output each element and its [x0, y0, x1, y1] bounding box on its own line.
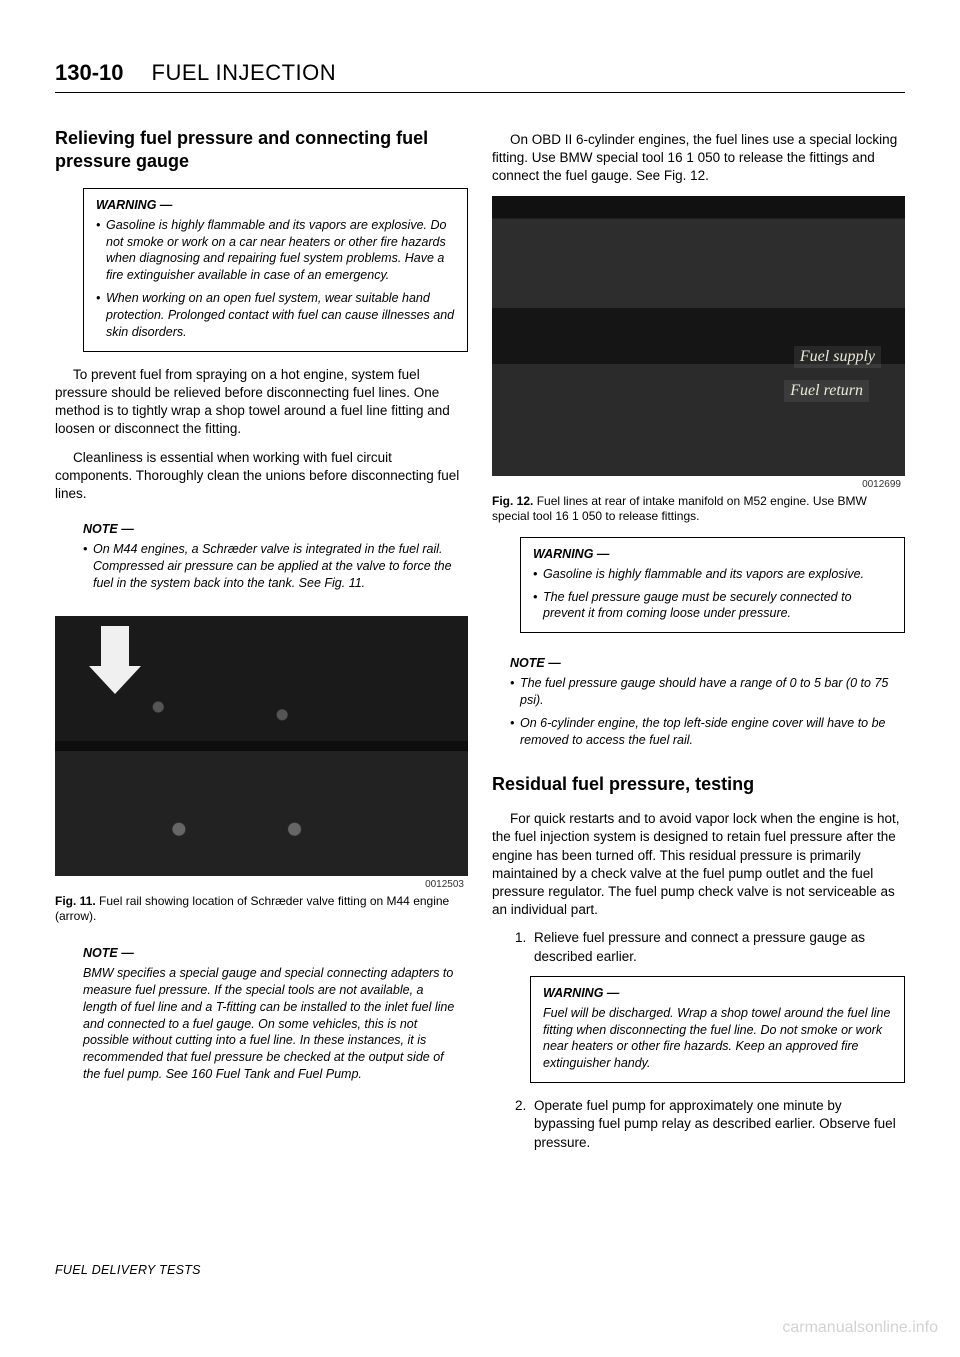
footer-text: FUEL DELIVERY TESTS [55, 1263, 201, 1277]
fuel-return-label: Fuel return [784, 380, 869, 402]
figure-12-caption: Fig. 12. Fuel lines at rear of intake ma… [492, 494, 905, 525]
body-paragraph: To prevent fuel from spraying on a hot e… [55, 366, 468, 439]
section-heading-residual: Residual fuel pressure, testing [492, 773, 905, 796]
note-item: The fuel pressure gauge should have a ra… [510, 675, 893, 709]
procedure-steps: Relieve fuel pressure and connect a pres… [530, 929, 905, 965]
warning-header: WARNING — [96, 197, 455, 214]
page-number: 130-10 [55, 60, 124, 86]
figure-caption-text: Fuel lines at rear of intake manifold on… [492, 494, 867, 524]
body-paragraph: Cleanliness is essential when working wi… [55, 449, 468, 504]
note-box-3: NOTE — The fuel pressure gauge should ha… [510, 647, 905, 758]
left-column: Relieving fuel pressure and connecting f… [55, 121, 468, 1162]
note-header: NOTE — [83, 945, 456, 962]
figure-12: Fuel supply Fuel return 0012699 [492, 196, 905, 476]
watermark: carmanualsonline.info [782, 1319, 938, 1337]
figure-label: Fig. 11. [55, 894, 96, 908]
warning-box-1: WARNING — Gasoline is highly flammable a… [83, 188, 468, 352]
figure-11: 0012503 [55, 616, 468, 876]
manifold-image-placeholder [492, 196, 905, 476]
figure-label: Fig. 12. [492, 494, 533, 508]
fuel-supply-label: Fuel supply [794, 346, 881, 368]
procedure-steps: Operate fuel pump for approximately one … [530, 1097, 905, 1152]
note-item: On 6-cylinder engine, the top left-side … [510, 715, 893, 749]
warning-item: Gasoline is highly flammable and its vap… [533, 566, 892, 583]
warning-item: Gasoline is highly flammable and its vap… [96, 217, 455, 285]
figure-id: 0012699 [862, 479, 901, 490]
note-header: NOTE — [510, 655, 893, 672]
page-title: FUEL INJECTION [152, 60, 337, 86]
right-column: On OBD II 6-cylinder engines, the fuel l… [492, 121, 905, 1162]
figure-caption-text: Fuel rail showing location of Schræder v… [55, 894, 449, 924]
note-box-2: NOTE — BMW specifies a special gauge and… [83, 937, 468, 1093]
step-1: Relieve fuel pressure and connect a pres… [530, 929, 905, 965]
warning-box-3: WARNING — Fuel will be discharged. Wrap … [530, 976, 905, 1083]
body-paragraph: For quick restarts and to avoid vapor lo… [492, 810, 905, 919]
warning-item: When working on an open fuel system, wea… [96, 290, 455, 341]
figure-11-caption: Fig. 11. Fuel rail showing location of S… [55, 894, 468, 925]
note-box-1: NOTE — On M44 engines, a Schræder valve … [83, 513, 468, 602]
page-header: 130-10 FUEL INJECTION [55, 60, 905, 93]
body-paragraph: On OBD II 6-cylinder engines, the fuel l… [492, 131, 905, 186]
warning-header: WARNING — [543, 985, 892, 1002]
warning-text: Fuel will be discharged. Wrap a shop tow… [543, 1005, 892, 1073]
warning-item: The fuel pressure gauge must be securely… [533, 589, 892, 623]
figure-id: 0012503 [425, 879, 464, 890]
note-item: On M44 engines, a Schræder valve is inte… [83, 541, 456, 592]
warning-header: WARNING — [533, 546, 892, 563]
step-2: Operate fuel pump for approximately one … [530, 1097, 905, 1152]
note-text: BMW specifies a special gauge and specia… [83, 965, 456, 1083]
section-heading-relieving: Relieving fuel pressure and connecting f… [55, 127, 468, 174]
warning-box-2: WARNING — Gasoline is highly flammable a… [520, 537, 905, 634]
note-header: NOTE — [83, 521, 456, 538]
